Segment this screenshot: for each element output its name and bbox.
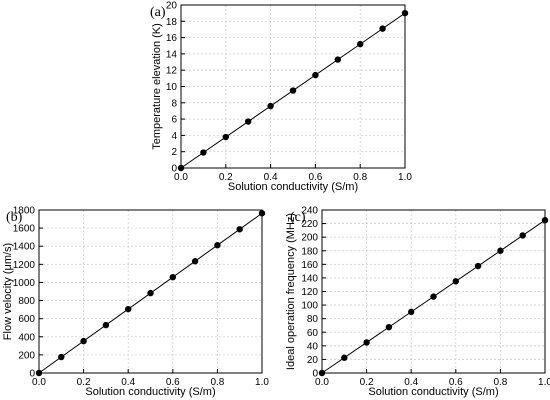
data-point	[191, 258, 199, 265]
y-tick-label: 14	[166, 49, 178, 60]
y-axis-title: Flow velocity (μm/s)	[2, 243, 14, 340]
x-tick-label: 0.6	[166, 377, 180, 388]
panel-label: (a)	[150, 5, 166, 20]
y-tick-label: 800	[18, 296, 35, 307]
y-tick-label: 400	[18, 332, 35, 343]
data-point	[334, 56, 341, 63]
y-tick-label: 16	[166, 33, 178, 44]
y-tick-label: 0	[29, 369, 35, 380]
data-point	[357, 40, 364, 48]
x-tick-label: 0.4	[264, 172, 278, 183]
y-tick-label: 20	[166, 1, 178, 12]
y-tick-label: 180	[301, 246, 318, 257]
data-point	[497, 247, 504, 254]
x-tick-label: 0.4	[404, 377, 418, 388]
y-tick-label: 200	[301, 233, 318, 244]
data-point	[80, 337, 87, 345]
x-tick-label: 1.0	[398, 172, 412, 183]
data-point	[102, 321, 110, 329]
data-point	[430, 293, 437, 300]
data-point	[222, 133, 229, 141]
y-tick-label: 18	[166, 17, 178, 28]
data-point	[379, 25, 386, 32]
x-tick-label: 0.8	[210, 377, 224, 388]
data-point	[200, 149, 207, 156]
y-tick-label: 140	[301, 273, 318, 284]
y-tick-label: 40	[307, 341, 319, 352]
data-point	[452, 278, 459, 285]
data-point	[519, 232, 526, 239]
x-tick-label: 0.2	[77, 377, 91, 388]
y-tick-label: 160	[301, 260, 318, 271]
chart-panel-2: 0.0 0.2 0.4 0.6 0.8 1.0 0 200 400 600 800 1000 1200 1…	[2, 206, 269, 399]
chart-panel-1: 0.0 0.2 0.4 0.6 0.8 1.0 0 2 4 6 8 10 12 14 16 18 20 Solut…	[150, 1, 412, 194]
y-tick-label: 6	[171, 115, 177, 126]
y-tick-label: 240	[301, 206, 318, 217]
data-point	[474, 262, 482, 270]
data-point	[125, 305, 132, 313]
y-axis-title: Ideal operation frequency (MHz)	[285, 213, 297, 370]
panel-label: (c)	[290, 210, 306, 225]
x-tick-label: 0.2	[219, 172, 233, 183]
data-point	[58, 353, 65, 361]
y-tick-label: 120	[301, 287, 318, 298]
panel-label: (b)	[6, 210, 23, 225]
x-tick-label: 0.0	[315, 377, 329, 388]
x-axis-title: Solution conductivity (S/m)	[228, 181, 358, 193]
data-point	[318, 369, 326, 377]
data-point	[541, 216, 549, 224]
y-tick-label: 600	[18, 314, 35, 325]
data-point	[312, 71, 319, 79]
x-axis-title: Solution conductivity (S/m)	[368, 386, 498, 398]
y-tick-label: 8	[171, 98, 177, 109]
x-tick-label: 0.4	[121, 377, 135, 388]
y-tick-label: 200	[18, 350, 35, 361]
x-tick-label: 0.0	[32, 377, 46, 388]
y-tick-label: 100	[301, 301, 318, 312]
data-point	[147, 289, 154, 297]
x-axis-title: Solution conductivity (S/m)	[85, 386, 215, 398]
chart-panel-3: 0.0 0.2 0.4 0.6 0.8 1.0 0 20 40 60 80 100 120 140 160 1…	[285, 206, 550, 399]
y-tick-label: 4	[171, 131, 177, 142]
y-tick-label: 1600	[13, 224, 36, 235]
x-tick-label: 1.0	[538, 377, 550, 388]
data-point	[363, 339, 370, 346]
data-point	[341, 354, 348, 361]
y-tick-label: 220	[301, 219, 318, 230]
y-tick-label: 2	[171, 147, 177, 158]
data-point	[258, 210, 266, 217]
y-tick-label: 80	[307, 314, 319, 325]
data-point	[169, 273, 176, 281]
data-point	[267, 102, 274, 110]
y-axis-title: Temperature elevation (K)	[151, 23, 163, 150]
x-tick-label: 0.8	[353, 172, 367, 183]
y-tick-label: 1800	[13, 206, 36, 217]
data-point	[177, 164, 185, 172]
plot-frame	[38, 209, 263, 374]
data-point	[236, 226, 243, 233]
y-tick-label: 0	[312, 369, 318, 380]
data-point	[245, 118, 252, 125]
x-tick-label: 0.0	[174, 172, 188, 183]
x-tick-label: 0.8	[493, 377, 507, 388]
data-point	[214, 242, 221, 249]
x-tick-label: 0.2	[360, 377, 374, 388]
data-point	[408, 308, 415, 316]
y-tick-label: 0	[171, 164, 177, 175]
y-tick-label: 1000	[13, 278, 36, 289]
x-tick-label: 0.6	[449, 377, 463, 388]
data-point	[289, 87, 297, 94]
data-point	[35, 369, 43, 377]
y-tick-label: 1200	[13, 260, 36, 271]
data-point	[401, 9, 409, 17]
x-tick-label: 0.6	[308, 172, 322, 183]
y-tick-label: 1400	[13, 242, 36, 253]
y-tick-label: 12	[166, 66, 178, 77]
y-tick-label: 60	[307, 328, 319, 339]
y-tick-label: 10	[166, 82, 178, 93]
y-tick-label: 20	[307, 355, 319, 366]
data-point	[385, 323, 393, 331]
x-tick-label: 1.0	[255, 377, 269, 388]
